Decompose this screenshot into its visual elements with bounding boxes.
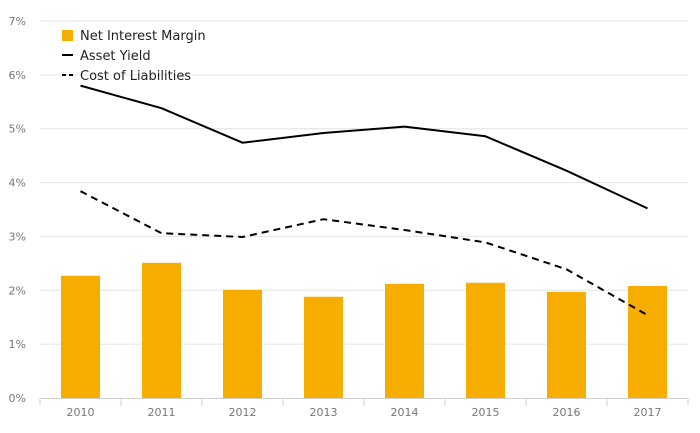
bar-net-interest-margin-2016 xyxy=(547,291,586,398)
x-tick-label-2013: 2013 xyxy=(310,406,338,419)
legend-label-cost-of-liabilities: Cost of Liabilities xyxy=(80,69,191,84)
axis-layer: 0% 1% 2% 3% 4% 5% 6% 7% 2010 2011 2012 2013 2014 2015… xyxy=(9,15,689,419)
legend-swatch-net-interest-margin xyxy=(62,30,73,41)
y-tick-label: 4% xyxy=(9,177,26,190)
y-tick-label: 6% xyxy=(9,69,26,82)
y-tick-label: 0% xyxy=(9,392,26,405)
x-tick-label-2011: 2011 xyxy=(148,406,176,419)
x-tick-label-2017: 2017 xyxy=(634,406,662,419)
x-tick-label-2014: 2014 xyxy=(391,406,419,419)
legend-label-net-interest-margin: Net Interest Margin xyxy=(80,29,206,44)
x-tick-label-2012: 2012 xyxy=(229,406,257,419)
y-tick-label: 2% xyxy=(9,284,26,297)
bar-net-interest-margin-2010 xyxy=(61,275,100,398)
bar-net-interest-margin-2013 xyxy=(304,296,343,398)
bar-net-interest-margin-2014 xyxy=(385,283,424,398)
y-tick-label: 7% xyxy=(9,15,26,28)
y-tick-label: 5% xyxy=(9,123,26,136)
line-layer xyxy=(80,84,648,316)
x-tick-label-2015: 2015 xyxy=(472,406,500,419)
y-tick-label: 1% xyxy=(9,338,26,351)
bar-net-interest-margin-2015 xyxy=(466,282,505,398)
x-tick-label-2016: 2016 xyxy=(553,406,581,419)
x-tick-label-2010: 2010 xyxy=(67,406,95,419)
bar-layer xyxy=(61,262,667,398)
legend-label-asset-yield: Asset Yield xyxy=(80,49,151,64)
bar-net-interest-margin-2011 xyxy=(142,262,181,398)
line-asset-yield xyxy=(80,84,648,210)
legend: Net Interest Margin Asset Yield Cost of … xyxy=(62,29,206,84)
y-tick-label: 3% xyxy=(9,230,26,243)
bar-net-interest-margin-2012 xyxy=(223,289,262,398)
bar-net-interest-margin-2017 xyxy=(628,285,667,398)
